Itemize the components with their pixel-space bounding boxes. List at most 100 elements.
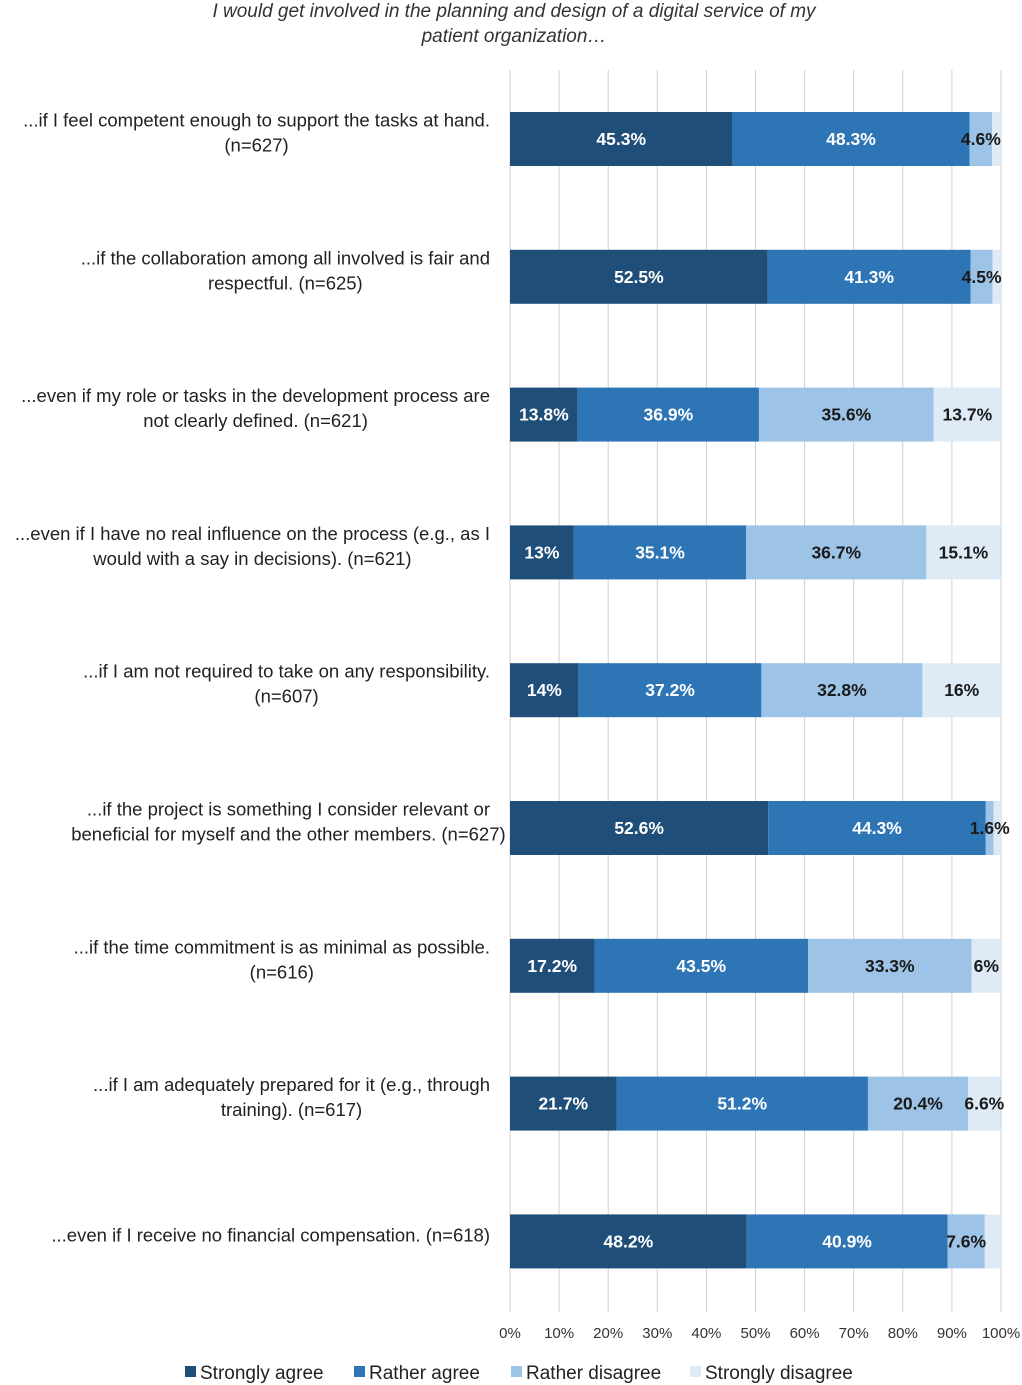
category-label-line: ...if I am adequately prepared for it (e… [93, 1074, 490, 1095]
data-label: 21.7% [538, 1094, 588, 1114]
x-tick-label: 30% [642, 1325, 672, 1342]
legend-item: Rather disagree [511, 1363, 661, 1384]
legend-swatch [690, 1366, 701, 1377]
bar-segment-strongly-agree [510, 112, 733, 166]
bar-segment-strongly-agree [510, 249, 768, 304]
data-label: 43.5% [676, 956, 726, 976]
data-label: 45.3% [596, 129, 646, 149]
data-label: 6.6% [964, 1094, 1004, 1114]
data-label: 48.2% [604, 1231, 654, 1251]
data-label: 41.3% [844, 267, 894, 287]
bar-row: 45.3% 48.3% 4.6% [510, 112, 1001, 166]
bar-segment-rather-disagree [985, 801, 994, 855]
legend-swatch [185, 1366, 196, 1377]
data-label: 14% [527, 680, 562, 700]
data-label: 37.2% [645, 680, 695, 700]
category-label-line: not clearly defined. (n=621) [143, 410, 368, 431]
bar-segment-rather-agree [768, 801, 986, 855]
bar-segment-strongly-agree [510, 1076, 617, 1131]
x-axis-ticks: 0% 10% 20% 30% 40% 50% 60% 70% 80% 90% 100% [499, 1325, 1020, 1342]
bar-segment-strongly-agree [510, 387, 578, 442]
data-label: 6% [974, 956, 1000, 976]
bar-row: 13% 35.1% 36.7% 15.1% [510, 525, 1001, 580]
data-label: 15.1% [939, 542, 989, 562]
data-label: 35.1% [635, 542, 685, 562]
category-label-line: would with a say in decisions). (n=621) [92, 548, 411, 569]
x-tick-label: 20% [593, 1325, 623, 1342]
data-label: 40.9% [822, 1231, 872, 1251]
bar-segment-rather-agree [594, 938, 809, 993]
data-label: 1.6% [970, 818, 1010, 838]
x-tick-label: 50% [740, 1325, 770, 1342]
data-label: 44.3% [852, 818, 902, 838]
chart-title-line: I would get involved in the planning and… [212, 1, 817, 22]
bar-segment-rather-disagree [969, 112, 993, 166]
legend-label: Rather agree [369, 1363, 480, 1384]
legend-swatch [511, 1366, 522, 1377]
bar-segment-rather-agree [577, 387, 759, 442]
bar-segment-strongly-disagree [992, 112, 1001, 166]
legend-label: Strongly agree [200, 1363, 324, 1384]
category-label-line: ...if I am not required to take on any r… [83, 661, 490, 682]
data-label: 51.2% [717, 1094, 767, 1114]
bar-segment-strongly-disagree [933, 387, 1001, 442]
category-label-line: ...if I feel competent enough to support… [23, 110, 490, 131]
data-label: 32.8% [817, 680, 867, 700]
data-label: 36.7% [811, 542, 861, 562]
data-label: 35.6% [822, 405, 872, 425]
data-label: 4.6% [961, 129, 1001, 149]
bars: 45.3% 48.3% 4.6% 52.5% 41.3% 4.5% 13.8% 36.9% 35… [510, 112, 1010, 1269]
category-label-line: training). (n=617) [221, 1099, 362, 1120]
category-label-line: ...if the time commitment is as minimal … [74, 936, 490, 957]
bar-segment-rather-disagree [746, 525, 927, 580]
data-label: 13% [524, 542, 559, 562]
bar-row: 17.2% 43.5% 33.3% 6% [510, 938, 1001, 993]
bar-segment-strongly-disagree [971, 938, 1001, 993]
data-label: 36.9% [644, 405, 694, 425]
bar-row: 52.5% 41.3% 4.5% [510, 249, 1002, 304]
legend-label: Strongly disagree [705, 1363, 853, 1384]
bar-segment-strongly-agree [510, 1214, 747, 1269]
data-label: 52.5% [614, 267, 664, 287]
category-label-line: ...even if my role or tasks in the devel… [21, 385, 490, 406]
bar-segment-rather-disagree [947, 1214, 985, 1269]
data-label: 48.3% [826, 129, 876, 149]
bar-segment-strongly-disagree [926, 525, 1001, 580]
data-label: 20.4% [893, 1094, 943, 1114]
data-label: 33.3% [865, 956, 915, 976]
bar-row: 21.7% 51.2% 20.4% 6.6% [510, 1076, 1005, 1131]
category-label-line: ...even if I receive no financial compen… [51, 1224, 490, 1245]
legend-item: Strongly disagree [690, 1363, 853, 1384]
bar-segment-rather-agree [616, 1076, 868, 1131]
bar-segment-strongly-disagree [984, 1214, 1001, 1269]
x-tick-label: 60% [790, 1325, 820, 1342]
x-tick-label: 0% [499, 1325, 521, 1342]
bar-row: 48.2% 40.9% 7.6% [510, 1214, 1001, 1269]
chart-title-line: patient organization… [421, 26, 607, 47]
x-tick-label: 70% [839, 1325, 869, 1342]
category-label-line: (n=616) [250, 961, 314, 982]
bar-row: 52.6% 44.3% 1.6% [510, 801, 1010, 855]
category-label-line: respectful. (n=625) [208, 272, 363, 293]
category-label-line: ...if the project is something I conside… [87, 799, 490, 820]
legend-item: Rather agree [354, 1363, 480, 1384]
bar-segment-strongly-agree [510, 525, 574, 580]
x-tick-label: 40% [691, 1325, 721, 1342]
bar-segment-strongly-agree [510, 801, 769, 855]
x-tick-label: 100% [982, 1325, 1020, 1342]
bar-segment-rather-agree [746, 1214, 948, 1269]
bar-segment-strongly-agree [510, 938, 595, 993]
legend: Strongly agree Rather agree Rather disagre… [185, 1363, 853, 1384]
category-label-line: (n=607) [254, 686, 318, 707]
bar-segment-rather-disagree [867, 1076, 969, 1131]
data-label: 17.2% [527, 956, 577, 976]
chart-title: I would get involved in the planning and… [212, 1, 817, 47]
bar-segment-rather-agree [578, 663, 762, 718]
data-label: 13.7% [943, 405, 993, 425]
category-label-line: ...if the collaboration among all involv… [81, 247, 490, 268]
data-label: 4.5% [962, 267, 1002, 287]
bar-segment-strongly-disagree [992, 249, 1001, 304]
legend-label: Rather disagree [526, 1363, 661, 1384]
category-labels: ...if I feel competent enough to support… [15, 110, 506, 1246]
legend-item: Strongly agree [185, 1363, 324, 1384]
